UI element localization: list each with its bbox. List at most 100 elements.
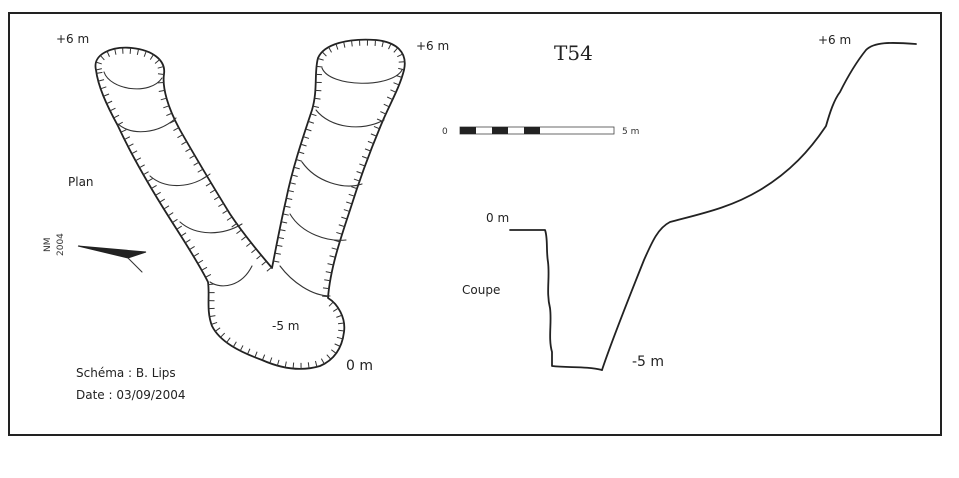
wall-hachure — [328, 301, 334, 307]
wall-hachure — [326, 354, 332, 360]
plan-right-step-2 — [301, 161, 363, 187]
section-right-wall — [601, 42, 917, 371]
wall-hachure — [180, 232, 187, 237]
wall-hachure — [316, 65, 323, 68]
plan-right-step-4 — [279, 265, 331, 297]
plan-left-step-1 — [117, 117, 177, 133]
plan-view: NM 2004 +6 m +6 m -5 m 0 m Plan — [43, 32, 449, 374]
wall-hachure — [193, 161, 200, 166]
credit-schema: Schéma : B. Lips — [76, 366, 176, 380]
wall-hachure — [334, 343, 341, 347]
wall-hachure — [163, 105, 170, 109]
wall-hachure — [266, 266, 272, 272]
wall-hachure — [276, 359, 280, 366]
wall-hachure — [348, 193, 355, 197]
wall-hachure — [205, 182, 212, 187]
wall-hachure — [281, 221, 288, 224]
wall-hachure — [336, 314, 343, 318]
north-year: 2004 — [56, 233, 66, 256]
wall-hachure — [336, 336, 343, 340]
scale-bar: 0 5 m — [442, 126, 639, 137]
wall-hachure — [172, 218, 178, 223]
wall-hachure — [197, 259, 204, 264]
wall-hachure — [99, 55, 105, 61]
plan-left-step-3 — [179, 221, 243, 234]
wall-hachure — [331, 247, 338, 251]
wall-hachure — [154, 59, 160, 64]
drawing-frame — [8, 12, 942, 436]
wall-hachure — [147, 178, 153, 183]
wall-hachure — [209, 315, 216, 318]
scale-bar-segment — [460, 127, 476, 134]
wall-hachure — [314, 360, 318, 367]
wall-hachure — [213, 196, 220, 201]
wall-hachure — [376, 118, 383, 122]
plan-elev-left-top: +6 m — [56, 32, 89, 46]
wall-hachure — [236, 229, 242, 235]
wall-hachure — [330, 349, 337, 354]
plan-elev-mid: -5 m — [272, 319, 299, 333]
wall-hachure — [300, 143, 307, 147]
wall-hachure — [246, 242, 252, 247]
wall-hachure — [143, 50, 147, 57]
wall-hachure — [261, 354, 266, 361]
wall-hachure — [274, 252, 281, 255]
wall-hachure — [324, 279, 331, 282]
wall-hachure — [338, 224, 345, 228]
wall-hachure — [189, 245, 195, 251]
wall-hachure — [351, 40, 353, 47]
wall-hachure — [284, 361, 287, 368]
wall-hachure — [341, 216, 348, 220]
wall-hachure — [158, 89, 165, 93]
wall-hachure — [307, 362, 310, 369]
wall-hachure — [98, 79, 105, 82]
wall-hachure — [261, 260, 267, 266]
plan-right-step-3 — [289, 213, 347, 241]
wall-hachure — [232, 341, 237, 348]
wall-hachure — [103, 93, 110, 97]
wall-hachure — [149, 54, 154, 60]
wall-hachure — [308, 120, 315, 124]
wall-hachure — [163, 205, 170, 210]
wall-hachure — [336, 231, 343, 235]
wall-hachure — [346, 201, 353, 205]
wall-hachure — [321, 51, 327, 57]
section-left-wall — [509, 229, 603, 371]
wall-hachure — [269, 357, 273, 364]
wall-hachure — [383, 103, 390, 108]
wall-hachure — [95, 68, 102, 71]
wall-hachure — [157, 66, 164, 69]
wall-hachure — [353, 178, 360, 182]
wall-hachure — [181, 141, 187, 146]
section-label: Coupe — [462, 283, 500, 297]
wall-hachure — [273, 260, 280, 263]
wall-hachure — [327, 263, 334, 266]
wall-hachure — [343, 41, 346, 48]
wall-hachure — [381, 41, 384, 48]
section-elev-top: +6 m — [818, 33, 851, 47]
wall-hachure — [205, 274, 212, 278]
wall-hachure — [197, 168, 204, 173]
wall-hachure — [254, 351, 258, 358]
wall-hachure — [338, 329, 345, 332]
wall-hachure — [211, 321, 218, 325]
north-arrow-tail — [127, 257, 143, 273]
wall-hachure — [373, 125, 380, 130]
wall-hachure — [106, 100, 113, 105]
wall-hachure — [398, 67, 405, 71]
north-label: NM — [43, 238, 53, 253]
section-elev-bottom: -5 m — [632, 354, 664, 370]
wall-hachure — [296, 159, 303, 162]
wall-hachure — [131, 150, 138, 155]
wall-hachure — [287, 189, 294, 193]
wall-hachure — [176, 225, 183, 230]
wall-hachure — [333, 239, 340, 243]
plan-label: Plan — [68, 175, 94, 189]
section-view: +6 m 0 m -5 m Coupe — [462, 33, 917, 371]
wall-hachure — [317, 58, 324, 61]
wall-hachure — [322, 287, 330, 290]
wall-hachure — [335, 43, 339, 50]
wall-hachure — [95, 61, 102, 65]
wall-hachure — [201, 175, 208, 180]
plan-wall-hachures — [95, 39, 405, 369]
